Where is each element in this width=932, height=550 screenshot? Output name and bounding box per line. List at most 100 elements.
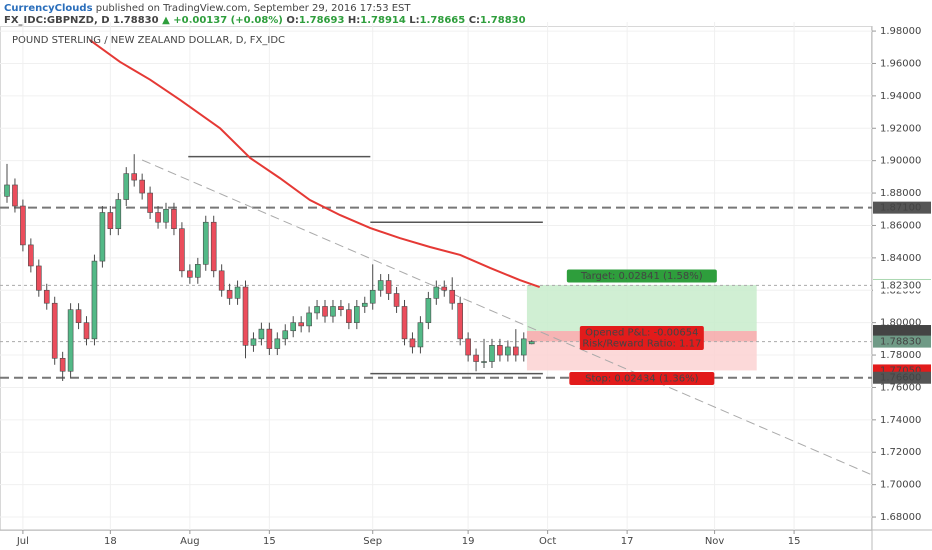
candle-body: [20, 205, 26, 246]
x-tick-label: Nov: [705, 536, 725, 547]
candle-body: [35, 265, 42, 291]
moving-average: [89, 39, 541, 288]
chart-title: POUND STERLING / NEW ZEALAND DOLLAR, D, …: [12, 35, 285, 46]
candle-body: [513, 346, 519, 356]
pnl-box: [579, 326, 704, 351]
candle-body: [393, 293, 400, 307]
y-tick-label: 1.80000: [880, 318, 921, 329]
candle-body: [441, 286, 448, 291]
candle-body: [290, 322, 297, 332]
candle-body: [497, 345, 503, 356]
candle-body: [489, 345, 495, 362]
symbol: FX_IDC:GBPNZD, D: [4, 15, 110, 26]
price-label: 1.79484: [880, 326, 921, 337]
x-tick-label: 15: [263, 536, 276, 547]
candle-body: [330, 306, 336, 317]
y-tick-label: 1.78000: [880, 350, 921, 361]
change: ▲ +0.00137 (+0.08%): [162, 15, 283, 26]
last: 1.78830: [113, 15, 159, 26]
candle-body: [123, 173, 130, 200]
rr-label: Risk/Reward Ratio: 1.17: [582, 339, 701, 350]
header-line: CurrencyClouds published on TradingView.…: [4, 3, 411, 14]
candle-body: [83, 322, 90, 340]
candle-body: [528, 341, 535, 345]
published: published on TradingView.com, September …: [96, 3, 412, 14]
candle-body: [155, 212, 161, 223]
candle-body: [195, 264, 201, 278]
h-val: 1.78914: [360, 15, 406, 26]
candle-body: [266, 328, 273, 349]
y-tick-label: 1.70000: [880, 480, 921, 491]
candle-body: [385, 280, 392, 294]
candle-body: [361, 302, 368, 307]
candle-body: [282, 330, 289, 340]
candle-body: [179, 228, 185, 272]
candle-body: [67, 309, 74, 372]
target-label: Target: 0.02841 (1.58%): [580, 271, 703, 282]
candle-body: [139, 179, 145, 194]
y-tick-label: 1.96000: [880, 58, 921, 69]
x-tick-label: Jul: [16, 536, 29, 547]
candle-body: [425, 298, 432, 323]
x-tick-label: Sep: [363, 536, 382, 547]
x-tick-label: 19: [462, 536, 475, 547]
o: O:: [286, 15, 299, 26]
o-val: 1.78693: [299, 15, 345, 26]
candle-body: [417, 322, 424, 348]
y-tick-label: 1.72000: [880, 447, 921, 458]
target-zone: [526, 284, 757, 332]
y-tick-label: 1.74000: [880, 415, 921, 426]
y-tick-label: 1.84000: [880, 253, 921, 264]
candle-body: [298, 322, 304, 327]
overlay: 1.68000 1.70000 1.72000 1.74000 1.76000 1.780…: [16, 26, 931, 547]
candle-body: [242, 286, 249, 346]
x-tick-label: Aug: [180, 536, 200, 547]
candle-body: [115, 199, 122, 229]
price-label: 1.82300: [880, 280, 921, 291]
price-label: 1.78830: [880, 337, 921, 348]
candle-body: [218, 270, 225, 291]
candle-body: [43, 289, 50, 304]
candle-body: [338, 306, 344, 310]
candle-body: [314, 306, 320, 314]
candle-body: [75, 309, 82, 323]
candle-body: [505, 346, 511, 356]
y-tick-label: 1.68000: [880, 512, 921, 523]
candle-body: [91, 260, 98, 340]
stop-label-box: [569, 371, 715, 385]
price-label: 1.77050: [880, 365, 921, 376]
candle-body: [465, 338, 471, 356]
pnl-label: Opened P&L: -0.00654: [585, 328, 698, 339]
x-tick-label: 17: [621, 536, 634, 547]
y-tick-label: 1.76000: [880, 382, 921, 393]
candle-body: [473, 354, 479, 362]
stop-label: Stop: 0.02434 (1.36%): [585, 373, 698, 384]
price-label: 1.87100: [880, 203, 921, 214]
candle-body: [210, 221, 217, 272]
l: L:: [409, 15, 419, 26]
candle-body: [258, 328, 265, 340]
candle-body: [28, 244, 34, 267]
price-label-box: [873, 335, 931, 348]
price-label-box: [873, 201, 931, 214]
price-label-box: [873, 371, 931, 384]
author[interactable]: CurrencyClouds: [4, 3, 93, 14]
drawing-line: [141, 159, 873, 476]
price-label-box: [873, 279, 931, 292]
candle-body: [520, 338, 527, 356]
candle-body: [369, 289, 376, 304]
h: H:: [348, 15, 360, 26]
candle-body: [481, 361, 487, 363]
y-tick-label: 1.92000: [880, 123, 921, 134]
candle-body: [59, 357, 66, 372]
candle-body: [274, 338, 281, 349]
candle-body: [306, 312, 312, 327]
candle-body: [449, 289, 456, 304]
candle-body: [401, 306, 408, 340]
candle-body: [163, 208, 169, 223]
candle-body: [354, 306, 360, 323]
symbol-line: FX_IDC:GBPNZD, D 1.78830 ▲ +0.00137 (+0.…: [4, 15, 526, 26]
candle-body: [433, 286, 440, 299]
l-val: 1.78665: [420, 15, 466, 26]
